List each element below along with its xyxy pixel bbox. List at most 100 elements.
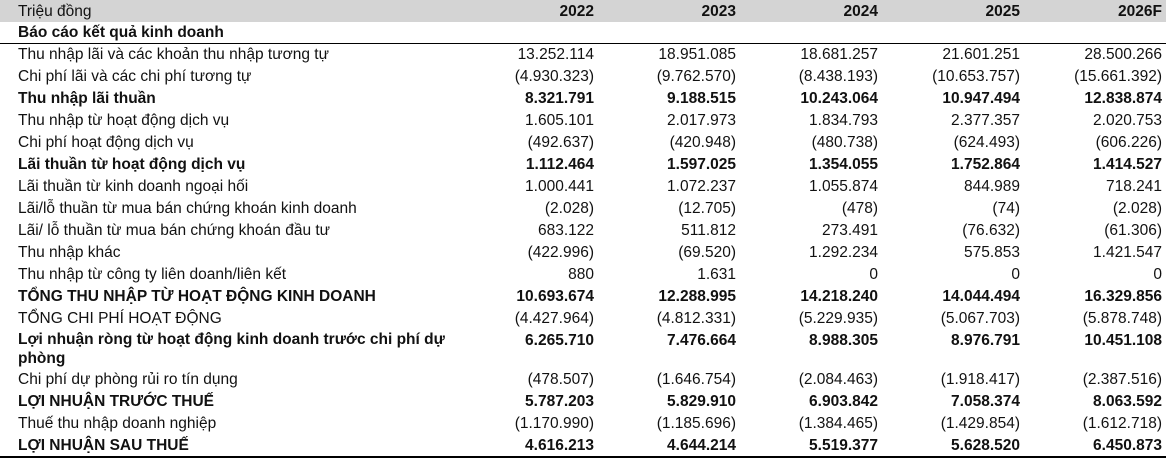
row-value: 844.989 [882,175,1024,198]
row-value: (2.387.516) [1024,368,1166,391]
table-row: Lãi/ lỗ thuần từ mua bán chứng khoán đầu… [0,219,1166,242]
table-row: TỔNG THU NHẬP TỪ HOẠT ĐỘNG KINH DOANH 10.… [0,285,1166,308]
row-value: (69.520) [598,241,740,264]
row-value: 10.451.108 [1024,329,1166,369]
row-value: (2.028) [1024,197,1166,220]
row-value: 7.476.664 [598,329,740,369]
row-value: 8.321.791 [456,87,598,110]
row-label: Lãi/lỗ thuần từ mua bán chứng khoán kinh… [0,197,456,220]
row-value: 10.947.494 [882,87,1024,110]
row-value: (624.493) [882,131,1024,154]
row-value: (5.878.748) [1024,307,1166,330]
row-value: (1.384.465) [740,412,882,435]
row-value: 0 [740,263,882,286]
year-header: 2023 [598,0,740,22]
row-value: (4.427.964) [456,307,598,330]
row-value: (15.661.392) [1024,65,1166,88]
row-value: (480.738) [740,131,882,154]
row-value: 575.853 [882,241,1024,264]
row-value: 21.601.251 [882,43,1024,66]
row-value: 14.218.240 [740,285,882,308]
row-label: Lãi/ lỗ thuần từ mua bán chứng khoán đầu… [0,219,456,242]
row-value: 18.681.257 [740,43,882,66]
table-row: Chi phí lãi và các chi phí tương tự (4.93… [0,65,1166,88]
row-value: 18.951.085 [598,43,740,66]
year-header: 2026F [1024,0,1166,22]
row-label: Lãi thuần từ kinh doanh ngoại hối [0,175,456,198]
row-value: 5.787.203 [456,390,598,413]
row-value: (10.653.757) [882,65,1024,88]
row-value: 2.017.973 [598,109,740,132]
row-label: Thu nhập khác [0,241,456,264]
table-row: Chi phí hoạt động dịch vụ (492.637) (420.9… [0,131,1166,154]
row-label: Chi phí hoạt động dịch vụ [0,131,456,154]
row-value: (1.170.990) [456,412,598,435]
unit-label: Triệu đồng [0,0,456,22]
row-value: 13.252.114 [456,43,598,66]
row-value: (76.632) [882,219,1024,242]
section-title-row: Báo cáo kết quả kinh doanh [0,22,1166,44]
row-value: 1.112.464 [456,153,598,176]
table-row: Thu nhập lãi và các khoản thu nhập tương… [0,43,1166,66]
table-row: TỔNG CHI PHÍ HOẠT ĐỘNG (4.427.964) (4.812.… [0,307,1166,330]
row-value: (8.438.193) [740,65,882,88]
row-label: Lợi nhuận ròng từ hoạt động kinh doanh t… [0,329,456,369]
row-value: 1.752.864 [882,153,1024,176]
table-row: LỢI NHUẬN TRƯỚC THUẾ 5.787.203 5.829.910 6.… [0,390,1166,413]
row-value: (4.930.323) [456,65,598,88]
row-value: 4.644.214 [598,434,740,458]
row-label: Lãi thuần từ hoạt động dịch vụ [0,153,456,176]
row-value: (1.646.754) [598,368,740,391]
row-value: 1.597.025 [598,153,740,176]
row-value: 9.188.515 [598,87,740,110]
table-row: Thu nhập khác (422.996) (69.520) 1.292.234 5… [0,241,1166,264]
table-row: Thu nhập từ hoạt động dịch vụ 1.605.101 2.… [0,109,1166,132]
row-label: TỔNG THU NHẬP TỪ HOẠT ĐỘNG KINH DOANH [0,285,456,308]
row-label: TỔNG CHI PHÍ HOẠT ĐỘNG [0,307,456,330]
row-value: 8.063.592 [1024,390,1166,413]
row-value: 6.450.873 [1024,434,1166,458]
row-value: 6.265.710 [456,329,598,369]
row-value: 1.072.237 [598,175,740,198]
row-value: 8.988.305 [740,329,882,369]
row-value: (12.705) [598,197,740,220]
row-value: 273.491 [740,219,882,242]
row-value: 10.243.064 [740,87,882,110]
row-value: 7.058.374 [882,390,1024,413]
row-label: LỢI NHUẬN TRƯỚC THUẾ [0,390,456,413]
row-value: (1.185.696) [598,412,740,435]
row-value: 5.829.910 [598,390,740,413]
table-row: Lãi/lỗ thuần từ mua bán chứng khoán kinh… [0,197,1166,220]
row-value: (61.306) [1024,219,1166,242]
row-value: (420.948) [598,131,740,154]
row-value: (1.918.417) [882,368,1024,391]
row-value: 4.616.213 [456,434,598,458]
row-value: 5.519.377 [740,434,882,458]
row-value: 0 [1024,263,1166,286]
year-header: 2024 [740,0,882,22]
row-value: 1.631 [598,263,740,286]
row-value: 1.055.874 [740,175,882,198]
row-label: Thu nhập lãi và các khoản thu nhập tương… [0,43,456,66]
row-value: 8.976.791 [882,329,1024,369]
row-value: 1.605.101 [456,109,598,132]
row-value: 880 [456,263,598,286]
row-value: 2.020.753 [1024,109,1166,132]
table-row: Chi phí dự phòng rủi ro tín dụng (478.507… [0,368,1166,391]
row-value: (1.612.718) [1024,412,1166,435]
row-value: (9.762.570) [598,65,740,88]
row-value: 1.421.547 [1024,241,1166,264]
row-value: (478) [740,197,882,220]
income-statement-table: Triệu đồng 2022 2023 2024 2025 2026F Báo… [0,0,1166,458]
row-value: 12.288.995 [598,285,740,308]
row-value: (422.996) [456,241,598,264]
row-value: 1.414.527 [1024,153,1166,176]
header-row: Triệu đồng 2022 2023 2024 2025 2026F [0,0,1166,22]
table-row: Thuế thu nhập doanh nghiệp (1.170.990) (1.… [0,412,1166,435]
row-value: 14.044.494 [882,285,1024,308]
row-value: (74) [882,197,1024,220]
row-label: Chi phí lãi và các chi phí tương tự [0,65,456,88]
row-value: 683.122 [456,219,598,242]
row-label: Thu nhập từ hoạt động dịch vụ [0,109,456,132]
year-header: 2022 [456,0,598,22]
